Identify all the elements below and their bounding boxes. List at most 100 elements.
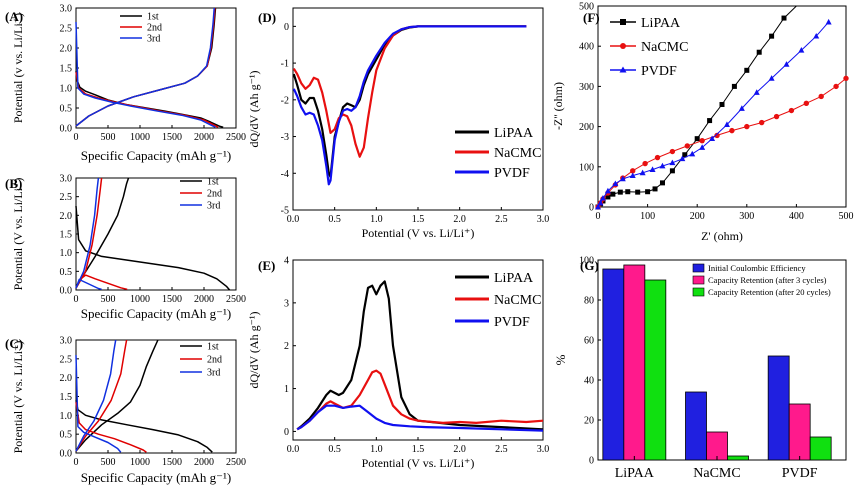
panel-a-legend-label: 3rd [147, 34, 160, 45]
panel-b-series-1st [75, 205, 231, 291]
panel-e-xtick-label: 1.0 [370, 444, 383, 455]
panel-f-point [625, 189, 631, 195]
panel-f-xtick-label: 400 [789, 211, 804, 222]
panel-c-xtick-label: 2500 [226, 457, 246, 468]
panel-f-point [744, 67, 750, 73]
panel-a-legend-label: 2nd [147, 23, 162, 34]
panel-f-series-pvdf [597, 21, 829, 208]
panel-g-ytick-label: 100 [579, 256, 594, 267]
panel-f-xtick-label: 100 [640, 211, 655, 222]
panel-e-xtick-label: 0.0 [287, 444, 300, 455]
panel-e-xlabel: Potential (V vs. Li/Li⁺) [362, 456, 475, 470]
panel-d-legend-label: LiPAA [494, 126, 534, 141]
panel-g-category-label: PVDF [782, 466, 818, 481]
panel-b-legend-label: 2nd [207, 189, 222, 200]
panel-f-point [659, 162, 666, 169]
panel-f-point [699, 144, 706, 150]
panel-a-ylabel: Potential (v vs. Li/Li⁺) [11, 13, 25, 123]
panel-e-ytick-label: 2 [284, 341, 289, 352]
panel-d-xtick-label: 2.0 [453, 214, 466, 225]
panel-f-point [758, 119, 765, 126]
panel-a-legend-label: 1st [147, 12, 159, 23]
panel-d-series-lipaa [292, 25, 527, 178]
panel-e-series-lipaa [296, 280, 544, 431]
panel-b-xtick-label: 2500 [226, 294, 246, 305]
panel-f-xlabel: Z' (ohm) [701, 229, 743, 243]
panel-d-xtick-label: 1.5 [412, 214, 425, 225]
panel-e-frame [292, 259, 544, 441]
panel-g-bar [644, 279, 667, 461]
panel-f-ytick-label: 200 [579, 122, 594, 133]
panel-d-ylabel: dQ/dV (Ah g⁻¹) [247, 70, 261, 147]
panel-g-bar [706, 431, 728, 461]
panel-e-ytick-label: 4 [284, 256, 289, 267]
panel-c-series-2nd [75, 339, 128, 452]
panel-c-xtick-label: 1500 [162, 457, 182, 468]
panel-e-xtick-label: 3.0 [537, 444, 550, 455]
panel-g-bar [788, 403, 811, 461]
panel-a-series-3rd [75, 21, 216, 128]
panel-a-xlabel: Specific Capacity (mAh g⁻¹) [81, 148, 231, 163]
panel-d-xtick-label: 3.0 [537, 214, 550, 225]
panel-c-ytick-label: 3.0 [60, 336, 73, 347]
panel-a-series-3rd [75, 7, 215, 127]
panel-c-legend-label: 2nd [207, 355, 222, 366]
panel-f-point [629, 172, 636, 179]
panel-g-ytick-label: 0 [589, 456, 594, 467]
panel-b-series-2nd [75, 177, 103, 289]
panel-a-xtick-label: 500 [101, 132, 116, 143]
panel-b-xtick-label: 1000 [130, 294, 150, 305]
panel-f-point [610, 191, 616, 197]
panel-a-xtick-label: 2500 [226, 132, 246, 143]
panel-f-point [669, 148, 676, 155]
panel-g-legend-swatch [692, 275, 705, 285]
panel-f-point [833, 83, 839, 90]
panel-e-legend-label: LiPAA [494, 271, 534, 286]
panel-f-xtick-label: 200 [690, 211, 705, 222]
panel-a-xtick-label: 0 [74, 132, 79, 143]
panel-f-point [605, 194, 611, 200]
panel-c-ytick-label: 2.0 [60, 373, 73, 384]
panel-g-legend-swatch [692, 287, 705, 297]
panel-f-point [652, 186, 658, 192]
panel-d-series-nacmc [292, 25, 527, 158]
panel-f-point [619, 175, 626, 182]
panel-g-label: (G) [580, 258, 599, 273]
panel-e-ytick-label: 0 [284, 427, 289, 438]
panel-a-ytick-label: 2.0 [60, 44, 73, 55]
panel-g-bar [767, 355, 790, 461]
panel-b-ytick-label: 0.0 [60, 286, 73, 297]
panel-f-point [769, 33, 775, 39]
panel-g-ytick-label: 80 [584, 296, 594, 307]
panel-g-legend-label: Initial Coulombic Efficiency [708, 263, 806, 273]
panel-c-label: (C) [5, 336, 23, 351]
panel-f-point [825, 18, 832, 25]
panel-f-xtick-label: 500 [839, 211, 854, 222]
panel-f-legend-label: NaCMC [641, 40, 688, 55]
panel-g-bar [623, 264, 646, 461]
panel-c-ytick-label: 0.0 [60, 449, 73, 460]
panel-d-ytick-label: -4 [281, 169, 289, 180]
panel-f-legend-marker [620, 19, 626, 25]
panel-d-xtick-label: 1.0 [370, 214, 383, 225]
panel-f-point [818, 93, 824, 100]
panel-f-point [788, 107, 795, 114]
panel-c-xtick-label: 1000 [130, 457, 150, 468]
panel-c-series-3rd [75, 355, 122, 453]
panel-d-ytick-label: -2 [281, 95, 289, 106]
panel-e-xtick-label: 0.5 [328, 444, 341, 455]
panel-f-point [659, 180, 665, 186]
panel-a-ytick-label: 0.5 [60, 104, 73, 115]
panel-f-point [684, 143, 690, 149]
panel-b-xtick-label: 2000 [194, 294, 214, 305]
panel-g-ytick-label: 20 [584, 416, 594, 427]
panel-e-xtick-label: 2.5 [495, 444, 508, 455]
panel-f-point [843, 75, 849, 82]
panel-a-xtick-label: 1000 [130, 132, 150, 143]
panel-f-point [709, 135, 716, 142]
panel-c-series-1st [75, 400, 213, 453]
panel-e-xtick-label: 1.5 [412, 444, 425, 455]
panel-b-ytick-label: 3.0 [60, 174, 73, 185]
panel-f-point [719, 101, 725, 107]
panel-f-point [699, 137, 705, 144]
